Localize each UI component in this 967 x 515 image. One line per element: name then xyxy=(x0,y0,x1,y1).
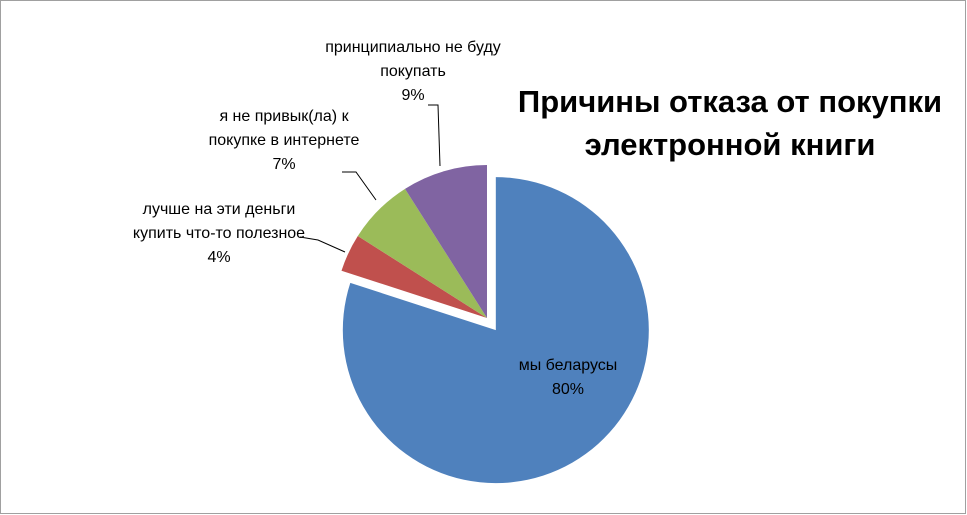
pie-slice xyxy=(341,236,487,318)
value-label: 80% xyxy=(551,381,585,398)
value-label: 4% xyxy=(207,249,231,266)
category-label: я не привык(ла) к покупке в интернете xyxy=(208,108,360,149)
value-label: 9% xyxy=(401,87,425,104)
category-label: мы беларусы xyxy=(518,357,618,374)
data-label: мы беларусы 80% xyxy=(483,354,653,402)
data-label: лучше на эти деньги купить что-то полезн… xyxy=(130,198,308,270)
pie-slice xyxy=(405,165,487,318)
data-label: принципиально не буду покупать 9% xyxy=(315,36,511,108)
data-label: я не привык(ла) к покупке в интернете 7% xyxy=(200,105,368,177)
leader-line xyxy=(299,236,346,253)
category-label: принципиально не буду покупать xyxy=(325,39,501,80)
leader-line xyxy=(342,171,377,201)
chart-title: Причины отказа от покупки электронной кн… xyxy=(517,84,943,162)
value-label: 7% xyxy=(272,156,296,173)
category-label: лучше на эти деньги купить что-то полезн… xyxy=(132,201,306,242)
pie-slice xyxy=(357,188,487,318)
pie-slice xyxy=(342,177,649,484)
leader-line xyxy=(428,104,441,167)
